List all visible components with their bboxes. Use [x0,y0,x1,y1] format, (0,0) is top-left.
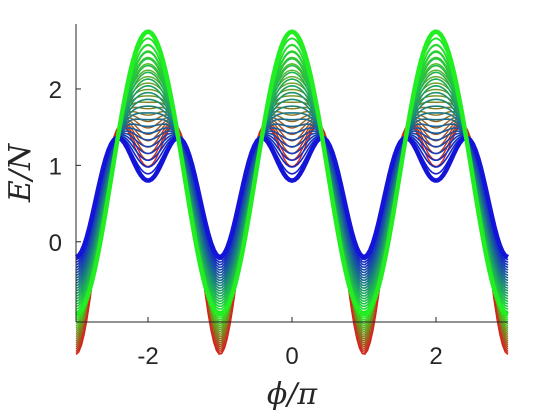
series-line-blue-20 [75,136,509,263]
series-line-blue-2 [75,44,509,310]
series-line-blue-19 [75,135,509,266]
series-line-blue-11 [75,105,509,287]
series-line-blue-8 [75,85,509,295]
series-line-blue-14 [75,123,509,279]
series-line-blue-18 [75,134,509,269]
series-line-blue-13 [75,118,509,282]
x-tick-label: -2 [137,343,158,370]
series-line-red-19 [75,122,509,352]
series-line-blue-4 [75,57,509,305]
y-tick-label: 0 [49,230,62,257]
y-tick-label: 1 [49,153,62,180]
series-line-red-12 [75,106,509,338]
series-line-blue-16 [75,130,509,274]
series-line-red-4 [75,56,509,323]
series-line-green-edge [75,29,509,317]
series-line-red-7 [75,75,509,329]
series-line-red-6 [75,69,509,327]
series-line-blue-edge [75,135,509,260]
series-line-blue-21 [75,136,509,261]
x-ticks: -2 0 2 [137,317,443,370]
series-line-red-8 [75,82,509,331]
series-line-blue-15 [75,127,509,277]
series-line-blue-3 [75,51,509,308]
series-line-blue-1 [75,37,509,313]
y-axis-label: E/N [3,142,38,203]
series-line-blue-5 [75,64,509,303]
curve-family [75,29,509,356]
series-line-blue-12 [75,112,509,284]
x-tick-label: 2 [429,343,442,370]
series-line-blue-7 [75,78,509,297]
y-ticks: 0 1 2 [49,77,81,257]
series-line-red-13 [75,110,509,340]
series-line-blue-9 [75,91,509,292]
series-line-red-16 [75,118,509,346]
series-line-blue-6 [75,71,509,300]
series-line-red-11 [75,101,509,336]
x-tick-label: 0 [285,343,298,370]
x-axis-label: ϕ/π [267,377,319,412]
series-line-red-3 [75,50,509,321]
series-line-red-9 [75,88,509,333]
series-line-red-5 [75,63,509,325]
series-line-red-17 [75,120,509,348]
series-line-red-15 [75,116,509,344]
axes: -2 0 2 0 1 2 [49,24,508,370]
y-tick-label: 2 [49,77,62,104]
series-line-red-14 [75,114,509,342]
series-line-red-10 [75,95,509,335]
series-line-blue-17 [75,132,509,271]
series-line-blue-10 [75,98,509,290]
